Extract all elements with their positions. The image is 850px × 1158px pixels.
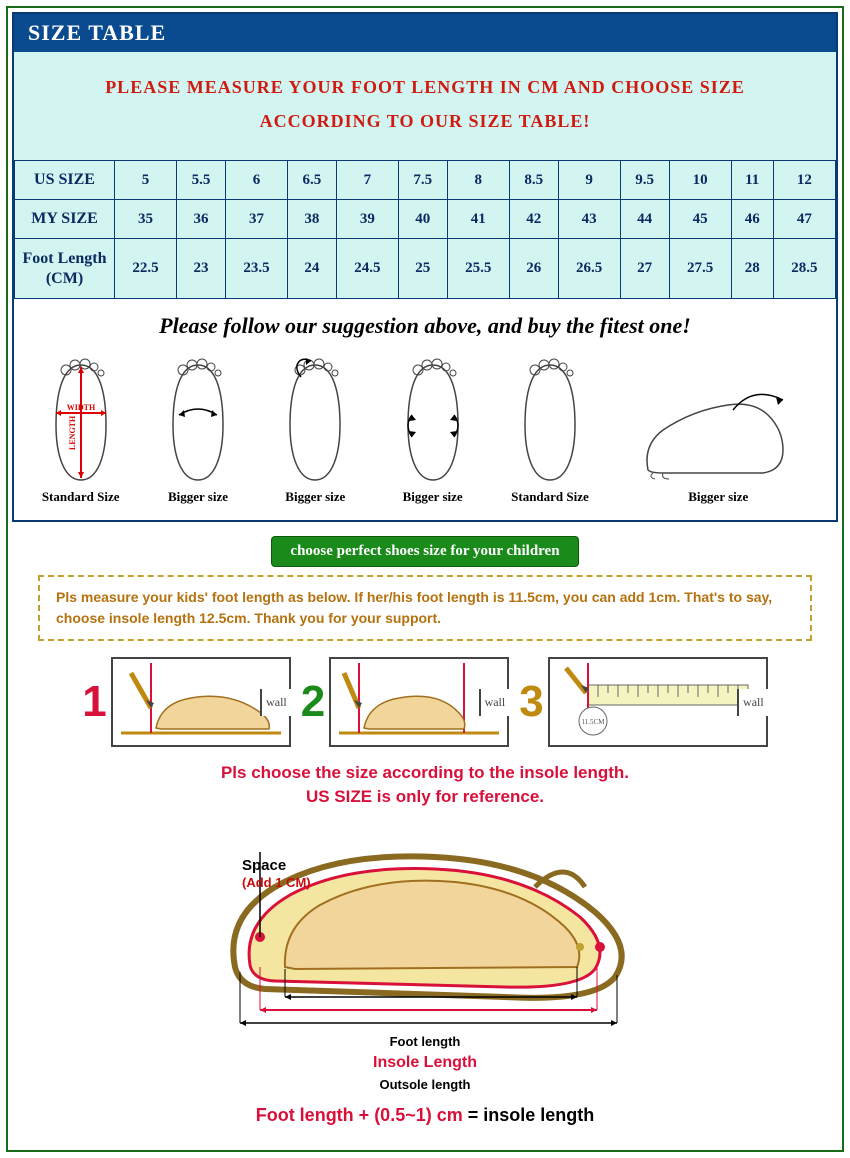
foot-top-icon — [276, 355, 354, 485]
children-size-panel: choose perfect shoes size for your child… — [12, 536, 838, 1146]
cell: 24.5 — [336, 239, 398, 298]
cell: 7.5 — [398, 161, 447, 200]
cell: 28.5 — [773, 239, 835, 298]
svg-text:LENGTH: LENGTH — [68, 415, 77, 450]
cell: 45 — [669, 200, 731, 239]
foot-diagram-3: Bigger size — [276, 355, 354, 505]
foot-diagram-2: Bigger size — [159, 355, 237, 505]
cell: 47 — [773, 200, 835, 239]
children-instructions: Pls measure your kids' foot length as be… — [38, 575, 812, 641]
my-size-row: MY SIZE 35 36 37 38 39 40 41 42 43 44 45… — [15, 200, 836, 239]
foot-side-icon — [633, 375, 803, 485]
cell: 8 — [447, 161, 509, 200]
cell: 9 — [558, 161, 620, 200]
foot-top-icon — [511, 355, 589, 485]
cell: 37 — [225, 200, 287, 239]
cell: 44 — [620, 200, 669, 239]
cell: 25.5 — [447, 239, 509, 298]
measure-steps: 1 wall 2 — [32, 657, 818, 747]
title-bar: SIZE TABLE — [14, 14, 836, 52]
cell: 24 — [287, 239, 336, 298]
cell: 10 — [669, 161, 731, 200]
insole-warning: Pls choose the size according to the ins… — [32, 761, 818, 809]
foot-caption: Standard Size — [42, 489, 120, 505]
size-table-panel: SIZE TABLE PLEASE MEASURE YOUR FOOT LENG… — [12, 12, 838, 522]
foot-diagram-4: Bigger size — [394, 355, 472, 505]
us-size-label: US SIZE — [15, 161, 115, 200]
size-table: US SIZE 5 5.5 6 6.5 7 7.5 8 8.5 9 9.5 10… — [14, 160, 836, 298]
foot-caption: Bigger size — [159, 489, 237, 505]
cell: 25 — [398, 239, 447, 298]
space-label: Space (Add 1 CM) — [242, 857, 311, 891]
svg-text:11.5CM: 11.5CM — [581, 718, 605, 726]
foot-top-icon: WIDTH LENGTH — [42, 355, 120, 485]
shoe-diagram: Space (Add 1 CM) — [32, 817, 818, 1095]
cell: 22.5 — [115, 239, 177, 298]
wall-label: wall — [737, 689, 768, 716]
cell: 42 — [509, 200, 558, 239]
foot-caption: Bigger size — [276, 489, 354, 505]
cell: 9.5 — [620, 161, 669, 200]
step-3-box: 11.5CM wall — [548, 657, 768, 747]
cell: 38 — [287, 200, 336, 239]
foot-length-row: Foot Length (CM) 22.5 23 23.5 24 24.5 25… — [15, 239, 836, 298]
cell: 41 — [447, 200, 509, 239]
cell: 43 — [558, 200, 620, 239]
step-3: 3 11.5CM wall — [519, 657, 767, 747]
foot-diagram-1: WIDTH LENGTH Standard Size — [42, 355, 120, 505]
foot-caption: Standard Size — [511, 489, 589, 505]
foot-caption: Bigger size — [628, 489, 808, 505]
cell: 26.5 — [558, 239, 620, 298]
cell: 28 — [731, 239, 773, 298]
cell: 23.5 — [225, 239, 287, 298]
cell: 35 — [115, 200, 177, 239]
outer-frame: SIZE TABLE PLEASE MEASURE YOUR FOOT LENG… — [6, 6, 844, 1152]
children-size-title: choose perfect shoes size for your child… — [271, 536, 578, 567]
cell: 27.5 — [669, 239, 731, 298]
cell: 26 — [509, 239, 558, 298]
step-1-box: wall — [111, 657, 291, 747]
cell: 5.5 — [177, 161, 226, 200]
cell: 7 — [336, 161, 398, 200]
cell: 27 — [620, 239, 669, 298]
dimension-labels: Foot length Insole Length Outsole length — [32, 1032, 818, 1095]
ruler-icon: 11.5CM — [558, 663, 758, 739]
step-number-1: 1 — [82, 677, 106, 727]
cell: 36 — [177, 200, 226, 239]
foot-diagrams-row: WIDTH LENGTH Standard Size Bigger size — [14, 349, 836, 521]
step-2-box: wall — [329, 657, 509, 747]
foot-top-icon — [394, 355, 472, 485]
cell: 6 — [225, 161, 287, 200]
step-number-3: 3 — [519, 677, 543, 727]
us-size-row: US SIZE 5 5.5 6 6.5 7 7.5 8 8.5 9 9.5 10… — [15, 161, 836, 200]
shoe-cross-section-icon — [205, 817, 645, 1027]
foot-caption: Bigger size — [394, 489, 472, 505]
foot-top-icon — [159, 355, 237, 485]
foot-wall-icon — [121, 663, 281, 739]
cell: 23 — [177, 239, 226, 298]
formula-text: Foot length + (0.5~1) cm = insole length — [32, 1105, 818, 1126]
cell: 12 — [773, 161, 835, 200]
suggestion-text: Please follow our suggestion above, and … — [14, 299, 836, 349]
cell: 40 — [398, 200, 447, 239]
cell: 6.5 — [287, 161, 336, 200]
foot-diagram-side: Bigger size — [628, 375, 808, 505]
step-1: 1 wall — [82, 657, 290, 747]
step-2: 2 wall — [301, 657, 509, 747]
cell: 46 — [731, 200, 773, 239]
cell: 5 — [115, 161, 177, 200]
measure-instruction: PLEASE MEASURE YOUR FOOT LENGTH IN CM AN… — [14, 52, 836, 160]
cell: 8.5 — [509, 161, 558, 200]
cell: 11 — [731, 161, 773, 200]
cell: 39 — [336, 200, 398, 239]
step-number-2: 2 — [301, 677, 325, 727]
foot-wall-icon — [339, 663, 499, 739]
my-size-label: MY SIZE — [15, 200, 115, 239]
foot-diagram-5: Standard Size — [511, 355, 589, 505]
wall-label: wall — [479, 689, 510, 716]
foot-length-label: Foot Length (CM) — [15, 239, 115, 298]
wall-label: wall — [260, 689, 291, 716]
